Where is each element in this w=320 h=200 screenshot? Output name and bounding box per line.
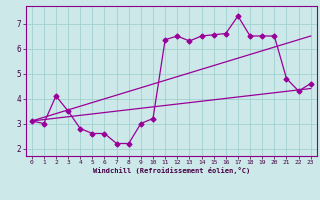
X-axis label: Windchill (Refroidissement éolien,°C): Windchill (Refroidissement éolien,°C) — [92, 167, 250, 174]
